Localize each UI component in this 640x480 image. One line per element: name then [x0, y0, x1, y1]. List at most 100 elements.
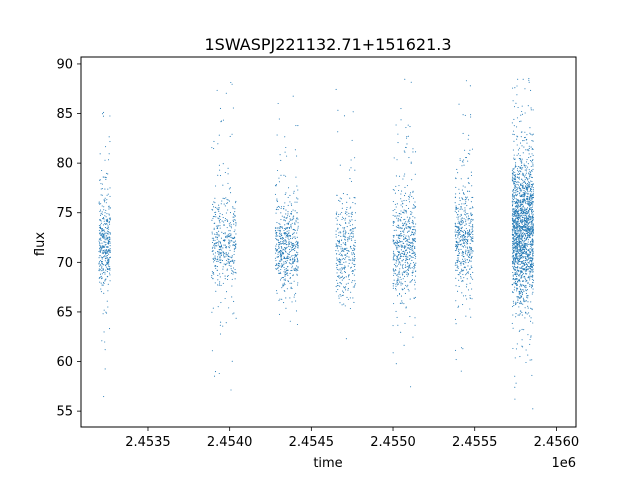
data-point [411, 241, 413, 244]
data-point [399, 262, 401, 264]
data-point [516, 190, 519, 192]
data-point [354, 245, 356, 247]
data-point [513, 265, 516, 267]
data-point [400, 249, 402, 251]
data-point [471, 185, 473, 187]
data-point [525, 361, 527, 364]
data-point [393, 272, 395, 274]
data-point [527, 354, 529, 356]
data-point [470, 239, 472, 241]
data-point [341, 255, 343, 257]
data-point [512, 274, 514, 276]
data-point [230, 81, 232, 84]
data-point [521, 328, 523, 331]
data-point [219, 333, 222, 335]
data-point [527, 334, 529, 336]
data-point [531, 228, 533, 230]
data-point [408, 219, 410, 222]
data-point [521, 210, 523, 212]
data-point [281, 247, 283, 249]
data-point [466, 254, 468, 256]
data-point [520, 251, 522, 253]
data-point [289, 218, 291, 220]
data-point [472, 236, 474, 238]
x-tick-label: 2.4560 [534, 435, 580, 450]
data-point [470, 116, 472, 118]
data-point [408, 241, 410, 243]
data-point [470, 250, 472, 252]
data-point [519, 258, 521, 260]
data-point [108, 232, 110, 234]
data-point [109, 245, 111, 247]
data-point [469, 250, 471, 252]
data-point [520, 247, 522, 249]
data-point [281, 287, 283, 289]
data-point [104, 255, 106, 257]
data-point [455, 359, 457, 361]
data-point [284, 274, 286, 276]
data-point [222, 163, 224, 165]
data-point [527, 261, 529, 263]
data-point [460, 370, 462, 372]
data-point [524, 289, 526, 291]
data-point [278, 247, 280, 250]
data-point [523, 238, 525, 240]
data-point [396, 280, 398, 282]
data-point [218, 246, 220, 248]
data-point [397, 283, 400, 285]
data-point [405, 260, 407, 262]
data-point [405, 249, 407, 251]
data-point [467, 247, 469, 249]
data-point [297, 241, 299, 243]
data-point [274, 185, 277, 187]
data-point [229, 241, 231, 243]
data-point [463, 261, 465, 263]
data-point [339, 285, 341, 287]
data-point [392, 352, 394, 354]
data-point [395, 246, 397, 248]
data-point [287, 266, 289, 268]
data-point [107, 193, 109, 195]
data-point [338, 234, 340, 237]
data-point [107, 268, 109, 270]
data-point [285, 261, 287, 263]
data-point [233, 250, 235, 252]
data-point [512, 327, 514, 329]
data-point [218, 210, 220, 212]
data-point [464, 238, 467, 240]
data-point [461, 236, 463, 238]
data-point [527, 232, 529, 234]
data-point [525, 260, 527, 262]
data-point [292, 233, 294, 236]
data-point [220, 246, 223, 248]
data-point [532, 187, 534, 189]
data-point [397, 258, 399, 260]
data-point [290, 287, 292, 289]
data-point [466, 213, 468, 215]
data-point [469, 294, 471, 296]
data-point [275, 263, 277, 265]
data-point [219, 257, 221, 259]
data-point [528, 181, 530, 183]
data-point [526, 244, 528, 246]
data-point [295, 270, 297, 272]
data-point [350, 238, 352, 240]
data-point [516, 117, 519, 119]
data-point [392, 224, 394, 226]
data-point [285, 251, 287, 253]
data-point [296, 261, 298, 263]
data-point [410, 213, 412, 215]
data-point [281, 226, 283, 228]
data-point [218, 230, 220, 232]
data-point [513, 255, 515, 257]
data-point [529, 159, 532, 162]
data-point [529, 256, 532, 258]
data-point [108, 214, 110, 216]
data-point [396, 265, 399, 267]
data-point [456, 261, 458, 264]
data-point [456, 259, 458, 262]
data-point [295, 245, 297, 247]
data-point [216, 207, 218, 209]
data-point [520, 221, 522, 223]
data-point [465, 246, 467, 248]
